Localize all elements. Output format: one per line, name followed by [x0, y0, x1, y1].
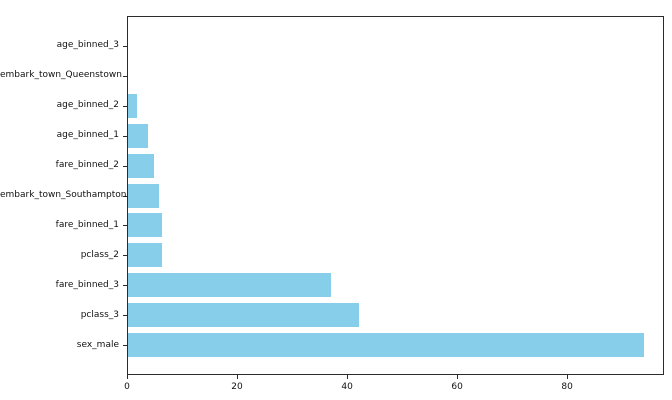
bar-fare_binned_2 — [128, 153, 155, 178]
y-tick-label: embark_town_Southampton — [0, 190, 127, 200]
y-tick — [123, 45, 127, 47]
x-tick-label: 20 — [231, 382, 243, 392]
y-tick-label: pclass_2 — [80, 249, 119, 260]
bar-sex_male — [128, 333, 644, 358]
bar-embark_town_Southampton — [128, 183, 159, 208]
y-tick — [123, 165, 127, 167]
y-tick-label: age_binned_2 — [56, 100, 119, 111]
y-tick-label: age_binned_3 — [56, 40, 119, 51]
bar-fare_binned_3 — [128, 273, 332, 298]
y-tick — [123, 105, 127, 107]
x-tick-label: 0 — [124, 382, 130, 392]
y-tick — [123, 255, 127, 257]
y-tick — [123, 315, 127, 317]
y-tick-label: fare_binned_1 — [55, 219, 119, 230]
y-tick-label: age_binned_1 — [56, 130, 119, 141]
bar-pclass_3 — [128, 303, 359, 328]
y-tick — [123, 225, 127, 227]
y-tick-label: fare_binned_3 — [55, 279, 119, 290]
x-tick — [567, 375, 569, 379]
bar-age_binned_2 — [128, 93, 137, 118]
y-tick-label: pclass_3 — [80, 309, 119, 320]
y-tick-label: embark_town_Queenstown — [0, 70, 122, 81]
x-tick — [457, 375, 459, 379]
y-tick — [123, 195, 127, 197]
bar-age_binned_1 — [128, 123, 148, 148]
y-tick — [123, 345, 127, 347]
x-tick — [347, 375, 349, 379]
y-tick — [123, 285, 127, 287]
bar-fare_binned_1 — [128, 213, 162, 238]
x-tick-label: 40 — [341, 382, 353, 392]
bar-pclass_2 — [128, 243, 163, 268]
y-tick-label: sex_male — [76, 339, 119, 350]
x-tick-label: 60 — [451, 382, 463, 392]
x-tick — [237, 375, 239, 379]
y-tick — [123, 135, 127, 137]
y-tick — [123, 75, 127, 77]
y-tick-label: fare_binned_2 — [55, 160, 119, 171]
x-tick-label: 80 — [561, 382, 573, 392]
x-tick — [127, 375, 128, 379]
